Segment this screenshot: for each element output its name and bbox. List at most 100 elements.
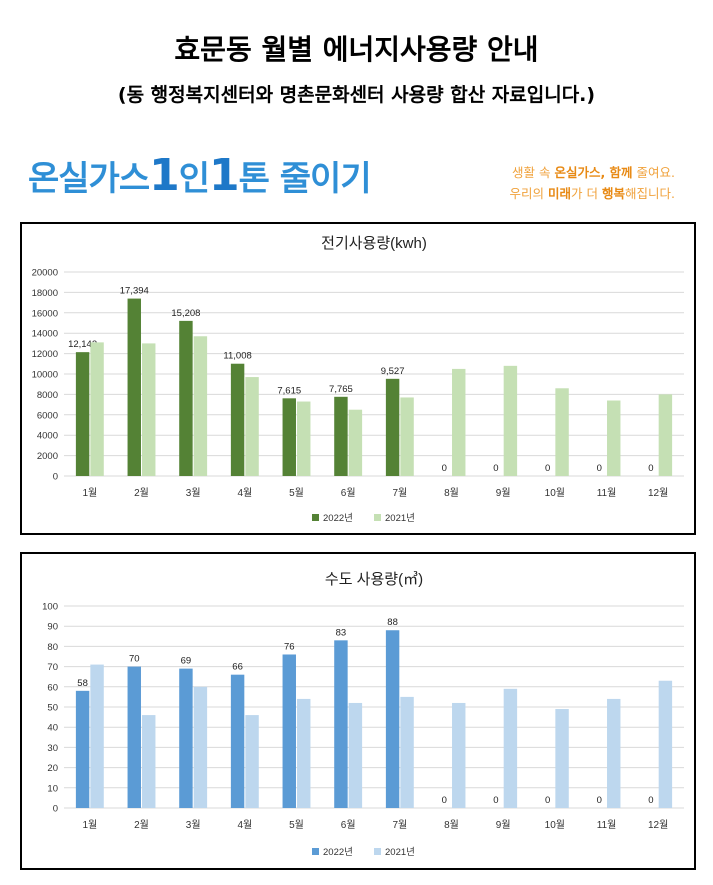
bar-2021년 [142, 715, 155, 808]
water-chart-panel: 수도 사용량(㎥) 0 10 20 30 40 50 60 70 80 90 100 58 1월 70 2월 6… [20, 552, 696, 870]
x-tick-label: 12월 [648, 819, 668, 831]
data-label: 7,615 [277, 385, 301, 396]
y-tick-label: 10000 [32, 370, 58, 381]
y-tick-label: 60 [47, 682, 58, 693]
bar-2022년 [283, 654, 296, 808]
bar-2022년 [231, 675, 244, 808]
y-tick-label: 80 [47, 642, 58, 653]
tagline-emphasis: 미래 [548, 186, 571, 201]
chart-title: 전기사용량(kwh) [321, 235, 427, 252]
slogan-part: 인 [179, 159, 209, 199]
slogan-number: 1 [149, 150, 179, 201]
x-tick-label: 10월 [545, 487, 565, 499]
tagline-line: 우리의 미래가 더 행복해집니다. [510, 183, 675, 204]
slogan-number: 1 [209, 150, 239, 201]
legend-swatch [312, 848, 319, 855]
tagline-text: 해집니다. [625, 186, 675, 201]
x-tick-label: 7월 [392, 487, 407, 499]
legend-swatch [312, 514, 319, 521]
bar-2021년 [452, 703, 465, 808]
y-tick-label: 50 [47, 703, 58, 714]
slogan-logo: 온실가스1인1톤 줄이기 [28, 150, 371, 201]
bar-2022년 [334, 640, 347, 808]
x-tick-label: 11월 [597, 487, 617, 499]
bar-2021년 [142, 343, 155, 476]
bar-2021년 [349, 410, 362, 476]
y-tick-label: 12000 [32, 349, 58, 360]
x-tick-label: 9월 [496, 819, 511, 831]
data-label: 17,394 [120, 286, 149, 297]
y-tick-label: 20 [47, 763, 58, 774]
x-tick-label: 6월 [341, 487, 356, 499]
x-tick-label: 6월 [341, 819, 356, 831]
data-label: 0 [493, 795, 498, 806]
bar-2022년 [128, 299, 141, 476]
data-label: 76 [284, 641, 295, 652]
bar-2021년 [297, 699, 310, 808]
bar-2021년 [555, 709, 568, 808]
x-tick-label: 4월 [237, 819, 252, 831]
data-label: 0 [597, 795, 602, 806]
legend-label: 2022년 [323, 513, 353, 524]
bar-2021년 [607, 401, 620, 476]
x-tick-label: 5월 [289, 819, 304, 831]
bar-2021년 [504, 366, 517, 476]
bar-2022년 [128, 667, 141, 808]
bar-2022년 [179, 669, 192, 808]
data-label: 0 [648, 795, 653, 806]
bar-2021년 [194, 336, 207, 476]
bar-2022년 [231, 364, 244, 476]
data-label: 0 [648, 463, 653, 474]
electricity-chart: 전기사용량(kwh) 0 2000 4000 6000 8000 10000 12000 140… [22, 224, 694, 533]
tagline-text: 생활 속 [512, 165, 554, 180]
y-tick-label: 6000 [37, 410, 58, 421]
bar-2022년 [386, 379, 399, 476]
y-tick-label: 4000 [37, 431, 58, 442]
data-label: 0 [597, 463, 602, 474]
x-tick-label: 12월 [648, 487, 668, 499]
y-tick-label: 2000 [37, 451, 58, 462]
data-label: 58 [77, 678, 88, 689]
y-tick-label: 40 [47, 723, 58, 734]
bar-2022년 [76, 691, 89, 808]
y-tick-label: 10 [47, 783, 58, 794]
bar-2021년 [400, 397, 413, 476]
bar-2021년 [194, 687, 207, 808]
data-label: 88 [387, 617, 398, 628]
bar-2021년 [90, 665, 103, 808]
page-title: 효문동 월별 에너지사용량 안내 [0, 28, 713, 68]
bar-2021년 [349, 703, 362, 808]
bar-2021년 [245, 377, 258, 476]
x-tick-label: 1월 [82, 487, 97, 499]
tagline-text: 가 더 [571, 186, 602, 201]
legend-label: 2021년 [385, 513, 415, 524]
tagline-text: 줄여요. [633, 165, 675, 180]
bar-2022년 [334, 397, 347, 476]
y-tick-label: 100 [42, 602, 58, 613]
legend-label: 2021년 [385, 847, 415, 858]
tagline-emphasis: 온실가스, 함께 [554, 165, 632, 180]
x-tick-label: 7월 [392, 819, 407, 831]
tagline-line: 생활 속 온실가스, 함께 줄여요. [510, 162, 675, 183]
tagline-text: 우리의 [510, 186, 548, 201]
x-tick-label: 1월 [82, 819, 97, 831]
y-tick-label: 30 [47, 743, 58, 754]
data-label: 0 [442, 463, 447, 474]
slogan-part: 온실가스 [28, 159, 149, 199]
bar-2021년 [607, 699, 620, 808]
data-label: 69 [181, 656, 192, 667]
bar-2021년 [659, 394, 672, 476]
data-label: 7,765 [329, 384, 353, 395]
electricity-chart-panel: 전기사용량(kwh) 0 2000 4000 6000 8000 10000 12000 140… [20, 222, 696, 535]
bar-2021년 [504, 689, 517, 808]
slogan-part: 톤 줄이기 [239, 159, 371, 199]
legend-swatch [374, 514, 381, 521]
x-tick-label: 8월 [444, 487, 459, 499]
bar-2022년 [386, 630, 399, 808]
data-label: 11,008 [223, 351, 251, 362]
x-tick-label: 3월 [186, 487, 201, 499]
y-tick-label: 0 [53, 472, 58, 483]
page-subtitle: (동 행정복지센터와 명촌문화센터 사용량 합산 자료입니다.) [0, 80, 713, 107]
y-tick-label: 0 [53, 804, 58, 815]
y-tick-label: 20000 [32, 268, 58, 279]
